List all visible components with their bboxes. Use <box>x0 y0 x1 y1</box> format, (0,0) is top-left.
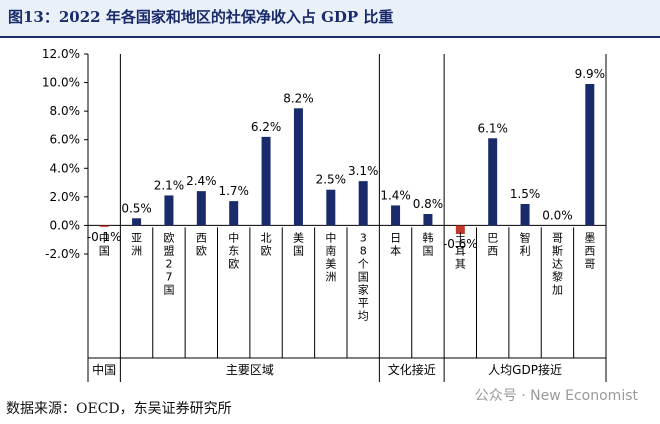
group-label: 主要区域 <box>226 363 274 377</box>
bars-layer <box>99 84 595 234</box>
category-label: 欧盟 2 7 国 <box>163 231 174 296</box>
y-tick-label: 2.0% <box>50 190 81 204</box>
source-note: 数据来源：OECD，东吴证券研究所 <box>6 401 232 417</box>
y-tick-label: 0.0% <box>50 218 81 232</box>
y-tick-label: 4.0% <box>50 161 81 175</box>
watermark: 公众号 · New Economist <box>474 388 638 404</box>
category-label: 美国 <box>293 231 304 257</box>
data-label: 0.5% <box>121 201 152 215</box>
data-label: 2.4% <box>186 174 217 188</box>
data-label: 1.5% <box>510 187 541 201</box>
category-label: 日本 <box>390 231 401 257</box>
bar <box>196 191 206 226</box>
bar-chart: 12.0% 10.0% 8.0% 6.0% 4.0% 2.0% 0.0% -2.0% -0.1%… <box>42 47 607 382</box>
data-label: 2.1% <box>154 178 185 192</box>
data-label: 0.0% <box>542 208 573 222</box>
category-label: 中东欧 <box>228 231 239 270</box>
category-label: 韩国 <box>422 230 433 257</box>
category-label: 土耳其 <box>455 231 466 270</box>
data-label: 3.1% <box>348 164 379 178</box>
page-title: 图13：2022 年各国家和地区的社保净收入占 GDP 比重 <box>8 8 394 26</box>
data-label: 9.9% <box>575 67 606 81</box>
category-label: 智利 <box>520 230 531 257</box>
category-label: 中南美洲 <box>325 231 336 283</box>
bar <box>229 201 239 226</box>
y-tick-label: 12.0% <box>42 47 80 61</box>
bar <box>488 138 498 226</box>
data-label: 8.2% <box>283 91 314 105</box>
category-label: 北欧 <box>261 231 272 257</box>
y-tick-label: 6.0% <box>50 133 81 147</box>
bar <box>391 205 401 226</box>
data-label: 6.1% <box>477 121 508 135</box>
bar <box>293 108 303 226</box>
data-label: 6.2% <box>251 120 282 134</box>
category-label: 3 8 个国家平均 <box>358 231 369 322</box>
category-label: 墨西哥 <box>584 231 595 270</box>
bar <box>358 181 368 226</box>
category-label: 西欧 <box>196 231 207 257</box>
data-label: -0.6% <box>443 237 478 251</box>
y-tick-label: 8.0% <box>50 104 81 118</box>
data-label: -0.1% <box>87 230 122 244</box>
category-label: 巴西 <box>487 231 498 257</box>
category-label: 亚洲 <box>131 231 142 257</box>
category-label: 哥斯达黎加 <box>552 231 563 296</box>
group-label: 文化接近 <box>388 362 436 377</box>
group-label: 人均GDP接近 <box>488 362 562 377</box>
bar <box>423 214 433 226</box>
bar <box>585 84 595 226</box>
data-label: 2.5% <box>316 173 347 187</box>
bar <box>261 136 271 226</box>
group-label: 中国 <box>92 362 116 377</box>
data-label: 0.8% <box>413 197 444 211</box>
bar <box>132 218 142 226</box>
data-label: 1.4% <box>380 188 411 202</box>
title-bar: 图13：2022 年各国家和地区的社保净收入占 GDP 比重 <box>0 0 660 38</box>
bar <box>164 195 174 226</box>
bar <box>455 225 465 234</box>
bar <box>99 225 109 227</box>
y-tick-label: -2.0% <box>45 247 80 261</box>
bar <box>520 204 530 226</box>
data-label: 1.7% <box>218 184 249 198</box>
labels-layer: 12.0% 10.0% 8.0% 6.0% 4.0% 2.0% 0.0% -2.0% -0.1%… <box>42 47 605 377</box>
bar <box>326 189 336 226</box>
category-label: 中国 <box>99 231 110 257</box>
y-tick-label: 10.0% <box>42 76 80 90</box>
axis-layer <box>84 53 607 382</box>
